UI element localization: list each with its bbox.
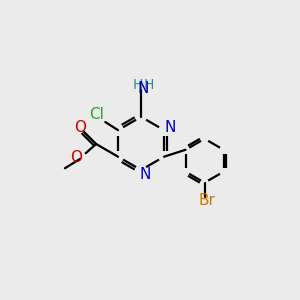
Text: Cl: Cl <box>89 107 104 122</box>
Text: N: N <box>140 167 151 182</box>
Text: N: N <box>165 120 176 135</box>
Text: O: O <box>70 150 82 165</box>
Text: Br: Br <box>198 193 215 208</box>
Text: O: O <box>74 120 86 135</box>
Text: N: N <box>138 81 149 96</box>
Text: H: H <box>144 77 154 92</box>
Text: H: H <box>133 77 143 92</box>
